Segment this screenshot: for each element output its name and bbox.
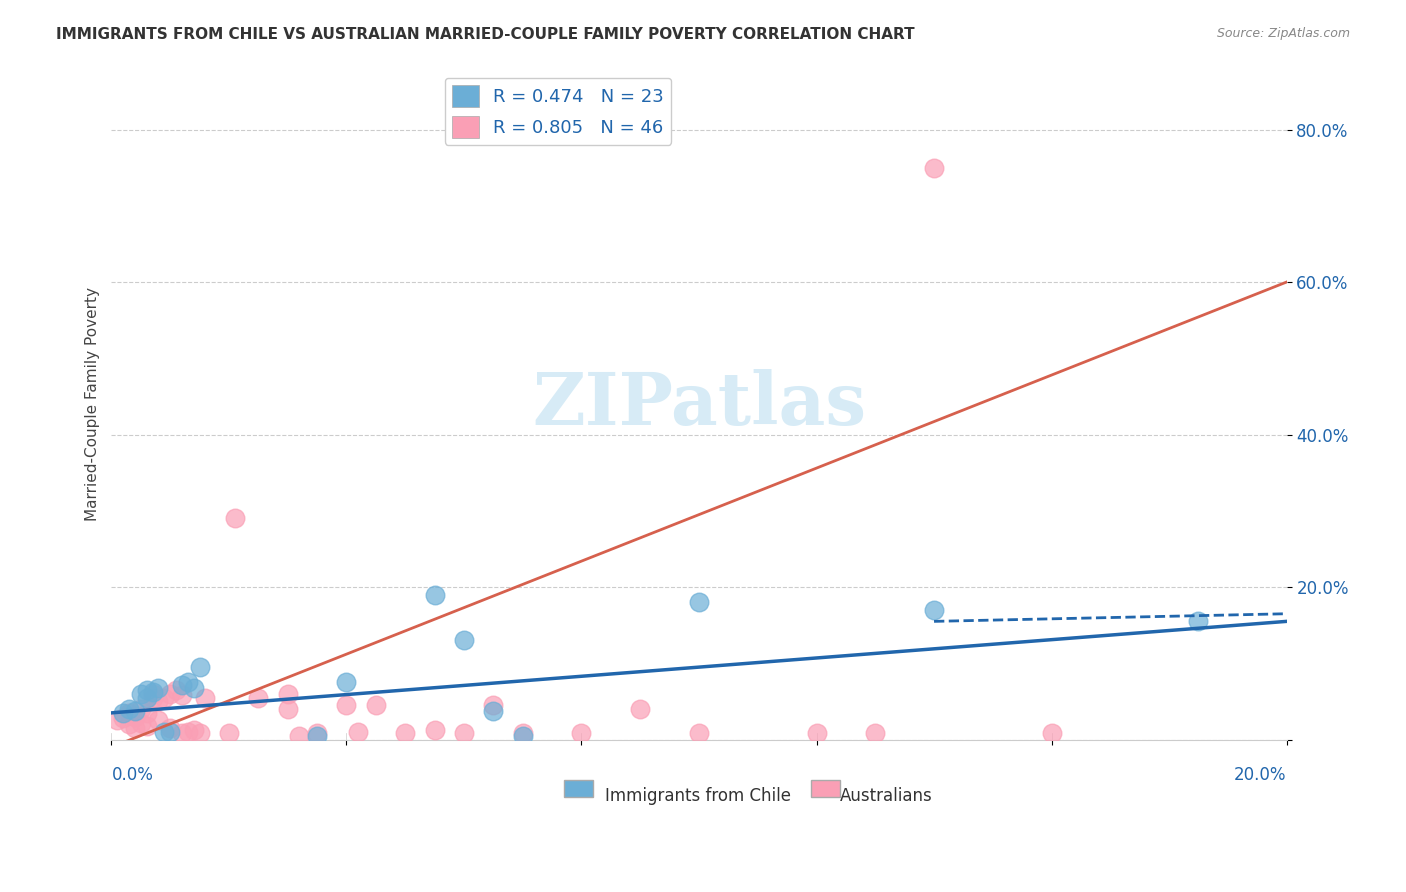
Point bbox=[148, 681, 170, 695]
Point bbox=[688, 595, 710, 609]
Point bbox=[453, 726, 475, 740]
Point bbox=[153, 725, 176, 739]
Point bbox=[453, 633, 475, 648]
Point bbox=[307, 726, 329, 740]
Text: 20.0%: 20.0% bbox=[1234, 766, 1286, 784]
Point bbox=[183, 723, 205, 738]
Point bbox=[170, 678, 193, 692]
Point bbox=[141, 687, 163, 701]
Point bbox=[335, 675, 357, 690]
Text: 0.0%: 0.0% bbox=[111, 766, 153, 784]
Point bbox=[135, 706, 157, 720]
Point bbox=[922, 161, 945, 175]
Point bbox=[170, 689, 193, 703]
Point bbox=[688, 726, 710, 740]
Point bbox=[1040, 726, 1063, 740]
Text: ZIPatlas: ZIPatlas bbox=[531, 368, 866, 440]
Point bbox=[512, 729, 534, 743]
Point bbox=[129, 702, 152, 716]
Legend: R = 0.474   N = 23, R = 0.805   N = 46: R = 0.474 N = 23, R = 0.805 N = 46 bbox=[444, 78, 671, 145]
Point bbox=[277, 687, 299, 701]
Text: Source: ZipAtlas.com: Source: ZipAtlas.com bbox=[1216, 27, 1350, 40]
FancyBboxPatch shape bbox=[811, 780, 839, 797]
Point bbox=[307, 729, 329, 743]
Text: Australians: Australians bbox=[839, 787, 932, 805]
Point bbox=[124, 704, 146, 718]
Point bbox=[159, 721, 181, 735]
Point bbox=[194, 690, 217, 705]
Point bbox=[423, 723, 446, 738]
Point bbox=[188, 660, 211, 674]
Point bbox=[628, 702, 651, 716]
Point bbox=[512, 726, 534, 740]
Point bbox=[364, 698, 387, 713]
Point bbox=[1187, 615, 1209, 629]
Point bbox=[247, 690, 270, 705]
FancyBboxPatch shape bbox=[564, 780, 593, 797]
Point bbox=[423, 588, 446, 602]
Point bbox=[865, 726, 887, 740]
Text: Immigrants from Chile: Immigrants from Chile bbox=[605, 787, 792, 805]
Point bbox=[482, 698, 505, 713]
Point bbox=[170, 726, 193, 740]
Point bbox=[177, 725, 200, 739]
Point bbox=[922, 603, 945, 617]
Point bbox=[177, 675, 200, 690]
Point bbox=[112, 711, 135, 725]
Point bbox=[159, 725, 181, 739]
Point bbox=[153, 690, 176, 705]
Y-axis label: Married-Couple Family Poverty: Married-Couple Family Poverty bbox=[86, 287, 100, 521]
Point bbox=[118, 706, 141, 720]
Point bbox=[224, 511, 246, 525]
Point bbox=[806, 726, 828, 740]
Point bbox=[112, 706, 135, 720]
Point bbox=[159, 687, 181, 701]
Point bbox=[571, 726, 593, 740]
Point bbox=[482, 704, 505, 718]
Point bbox=[129, 687, 152, 701]
Point bbox=[335, 698, 357, 713]
Point bbox=[124, 721, 146, 735]
Text: IMMIGRANTS FROM CHILE VS AUSTRALIAN MARRIED-COUPLE FAMILY POVERTY CORRELATION CH: IMMIGRANTS FROM CHILE VS AUSTRALIAN MARR… bbox=[56, 27, 915, 42]
Point bbox=[183, 681, 205, 695]
Point bbox=[347, 725, 370, 739]
Point bbox=[188, 726, 211, 740]
Point bbox=[135, 690, 157, 705]
Point bbox=[288, 729, 311, 743]
Point bbox=[141, 690, 163, 705]
Point bbox=[118, 702, 141, 716]
Point bbox=[105, 714, 128, 728]
Point bbox=[141, 685, 163, 699]
Point bbox=[277, 702, 299, 716]
Point bbox=[165, 683, 187, 698]
Point bbox=[148, 714, 170, 728]
Point bbox=[135, 683, 157, 698]
Point bbox=[394, 726, 416, 740]
Point bbox=[218, 726, 240, 740]
Point bbox=[118, 717, 141, 731]
Point bbox=[148, 694, 170, 708]
Point bbox=[124, 709, 146, 723]
Point bbox=[129, 715, 152, 730]
Point bbox=[135, 719, 157, 733]
